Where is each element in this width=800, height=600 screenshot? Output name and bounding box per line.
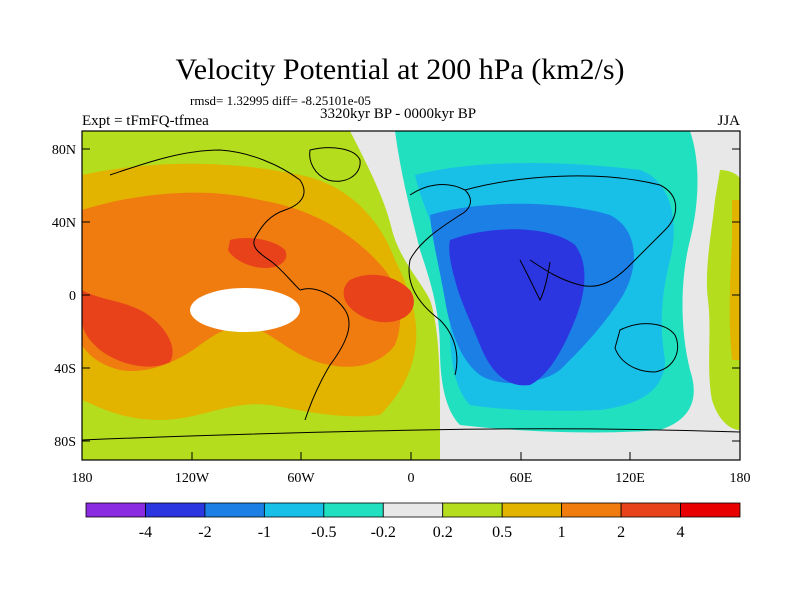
x-tick-label: 180 [730,471,751,486]
colorbar-swatch [323,502,384,518]
season-text: JJA [717,113,740,129]
colorbar-swatch [263,502,325,518]
y-axis [82,148,740,442]
x-tick-label: 180 [72,471,93,486]
colorbar-swatch [501,502,563,518]
coastline-south-america [299,288,350,421]
coastlines [82,147,740,441]
colorbar-label: 0.2 [433,524,453,541]
y-tick-label: 40S [54,362,76,377]
contour-positive-dark-orange [82,192,401,371]
x-tick-label: 60W [287,471,315,486]
colorbar-swatch [145,502,206,518]
period-text: 3320kyr BP - 0000kyr BP [320,106,477,122]
coastline-india [519,259,551,302]
colorbar-label: 1 [558,524,566,541]
contour-near-zero-pacific [190,288,300,332]
y-tick-label: 0 [69,289,76,304]
colorbar-label: -4 [139,524,152,541]
x-tick-label: 60E [510,471,533,486]
x-tick-label: 120W [175,471,210,486]
x-tick-label: 120E [615,471,645,486]
contour-positive-far-east-orange [729,200,740,360]
y-tick-label: 40N [52,216,76,231]
stats-text: rmsd= 1.32995 diff= -8.25101e-05 [190,93,371,108]
coastline-greenland [309,147,361,182]
contour-positive-far-east [706,170,740,430]
colorbar-label: 2 [617,524,625,541]
colorbar-swatch [620,502,681,518]
colorbar: -4 -2 -1 -0.5 -0.2 0.2 0.5 1 2 4 [85,502,741,541]
coastline-north-america [109,149,305,291]
colorbar-swatch [680,502,741,518]
coastline-europe-africa [408,184,471,376]
x-tick-label: 0 [408,471,415,486]
contour-positive-red-atlantic [228,238,287,268]
colorbar-swatch [85,502,146,518]
coastline-australia [614,323,679,373]
y-tick-label: 80N [52,143,76,158]
colorbar-swatch [382,502,444,518]
colorbar-swatch [561,502,622,518]
colorbar-label: -2 [198,524,211,541]
contour-negative-dark-blue [449,229,585,386]
y-tick-label: 80S [54,435,76,450]
contour-positive-red-center [343,274,414,323]
colorbar-label: -0.2 [371,524,396,541]
map-title: Velocity Potential at 200 hPa (km2/s) [175,53,625,86]
colorbar-swatch [204,502,265,518]
contour-fill-layer [82,131,740,460]
colorbar-label: 0.5 [492,524,512,541]
coastline-antarctica [82,428,740,441]
experiment-text: Expt = tFmFQ-tfmea [82,113,209,129]
coastline-asia [464,175,677,287]
colorbar-swatch [442,502,503,518]
colorbar-label: -0.5 [311,524,336,541]
colorbar-label: -1 [258,524,271,541]
x-axis [81,452,741,460]
colorbar-label: 4 [677,524,685,541]
contour-positive-red-west [82,290,173,367]
